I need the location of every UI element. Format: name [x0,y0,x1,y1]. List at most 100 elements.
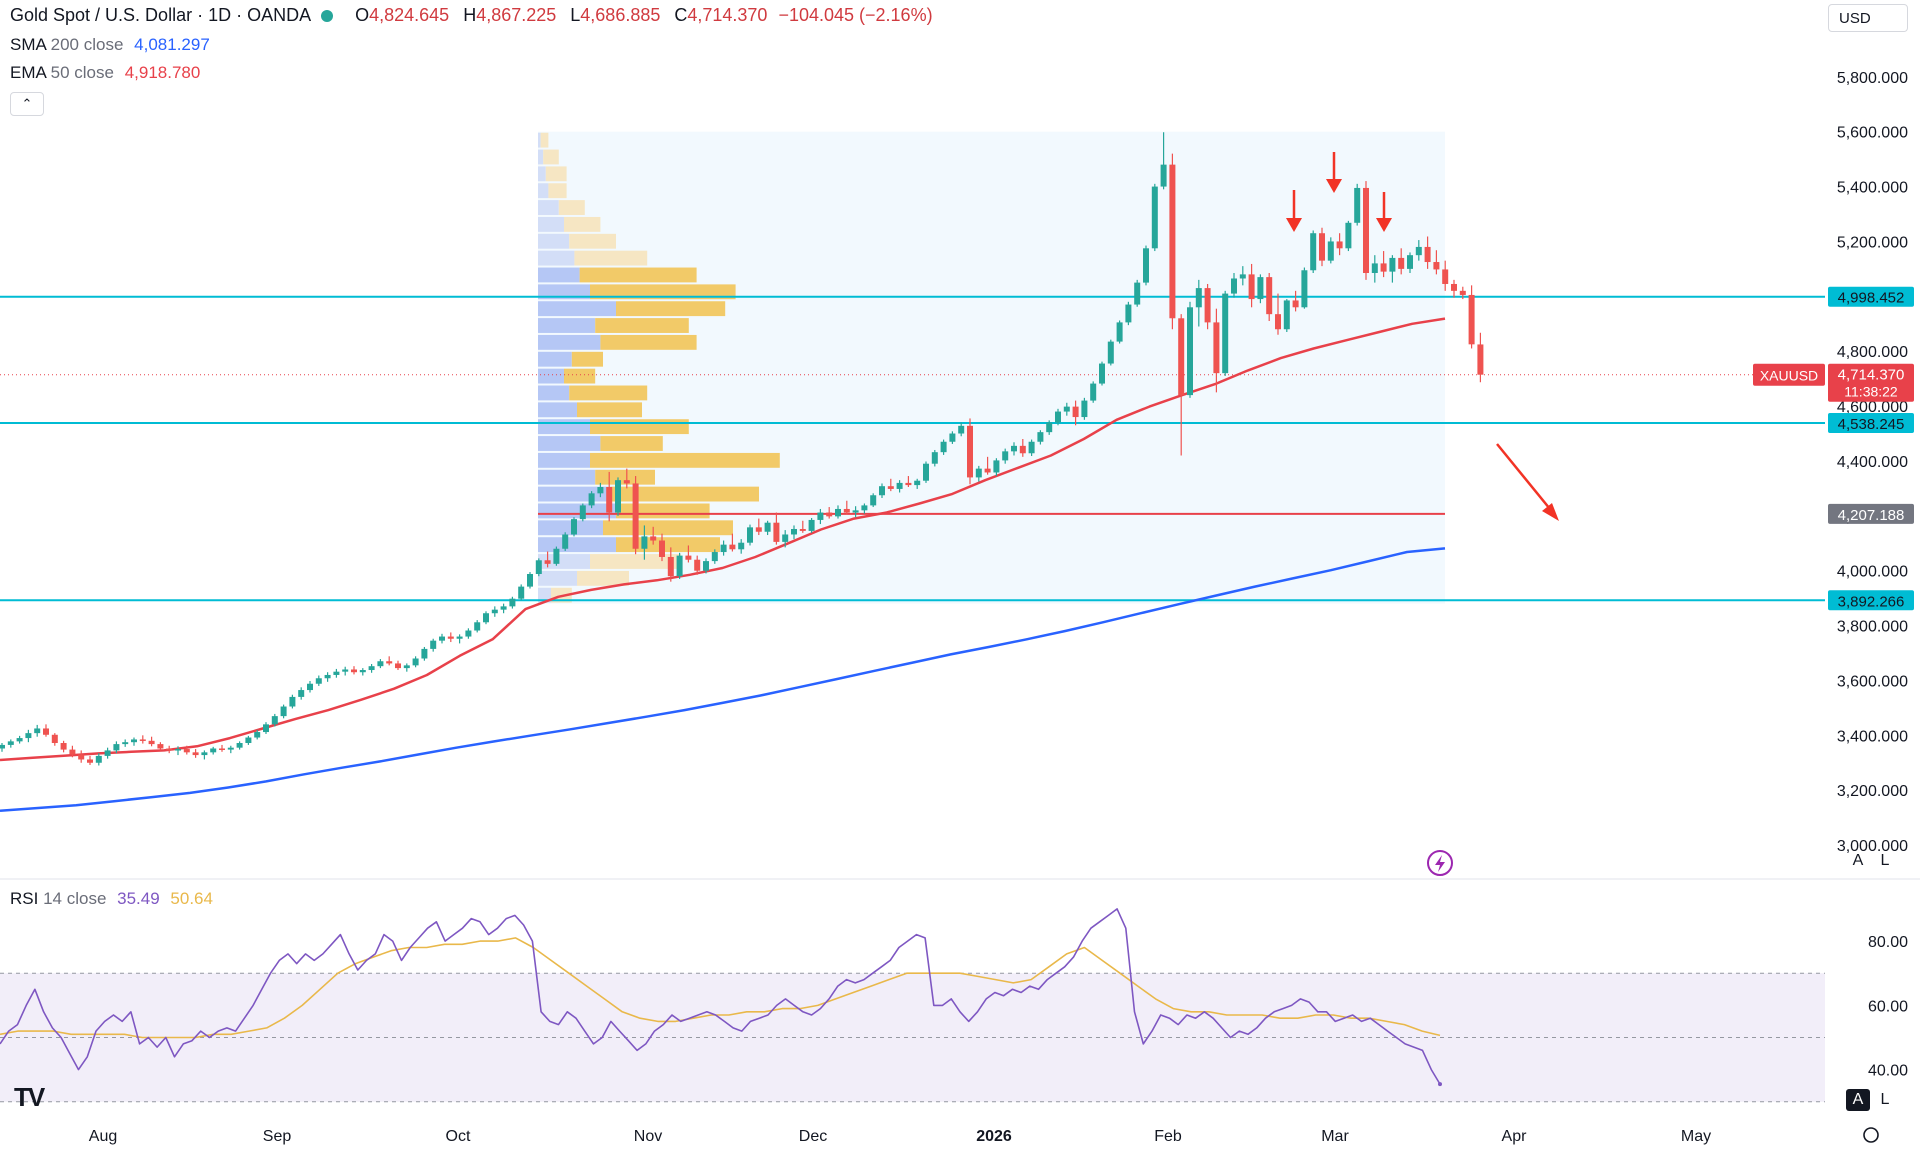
symbol-price-tag-bg [1753,363,1825,386]
candle-body [386,661,393,664]
candle-body [535,560,542,574]
rsi-current-point [1438,1082,1442,1087]
candle [755,518,762,536]
volume-profile-up-bar [538,166,546,182]
candle-body [791,528,797,535]
candle-body [192,752,199,756]
candle-body [1468,294,1475,345]
candle-body [958,425,965,434]
volume-profile-down-bar [595,469,655,485]
candle-body [474,622,481,631]
candle [720,540,727,556]
candle-body [333,671,340,675]
candle [1125,301,1132,326]
candle-body [659,540,665,557]
candle [7,739,14,748]
volume-profile-down-bar [540,132,549,148]
price-tick-label: 3,200.000 [1837,783,1908,800]
candle-body [289,696,296,707]
candle-body [227,747,234,750]
ema-value: 4,918.780 [124,63,201,82]
auto-scale-button[interactable]: A [1852,852,1864,869]
candle [289,694,296,709]
candle [1301,267,1308,309]
candle [359,668,366,676]
volume-profile-down-bar [577,402,642,418]
candle [500,603,507,614]
ema-legend[interactable]: EMA 50 close 4,918.780 [10,63,200,83]
candle-body [711,552,718,562]
candle [183,745,190,755]
currency-selector[interactable]: USD [1828,4,1908,32]
candle-body [439,636,445,641]
candle-body [1398,257,1405,269]
price-tick-label: 4,800.000 [1837,344,1908,361]
volume-profile-down-bar [616,537,720,553]
sma-legend[interactable]: SMA 200 close 4,081.297 [10,35,210,55]
candle [597,482,604,498]
price-tick-label: 3,800.000 [1837,619,1908,636]
level-price-tag: 4,207.188 [1838,507,1905,524]
candle-body [1380,263,1387,272]
candle-body [465,630,472,637]
log-scale-button[interactable]: L [1880,852,1890,869]
candle-body [95,755,102,763]
volume-profile-up-bar [538,587,551,603]
market-status-dot-icon [321,10,334,22]
candle [1371,255,1378,283]
candle [667,547,674,582]
candle [509,596,516,609]
rsi-legend[interactable]: RSI 14 close 35.49 50.64 [10,889,213,909]
volume-profile-up-bar [538,267,580,283]
candle-body [456,636,463,639]
tradingview-logo[interactable]: TV [14,1082,45,1112]
candle-body [7,741,14,745]
volume-profile-down-bar [564,368,596,384]
candle [949,431,956,444]
volume-profile-down-bar [564,216,601,232]
volume-profile-up-bar [538,554,590,569]
candle-body [571,519,577,535]
time-tick-label: Nov [634,1128,662,1145]
candle-body [597,487,604,494]
candle [1231,273,1237,298]
candle-body [51,734,58,744]
volume-profile-down-bar [579,267,697,283]
candle-body [896,482,903,489]
candle-body [984,468,991,473]
candle-body [1275,314,1281,330]
price-tick-label: 5,600.000 [1837,125,1908,142]
candle-body [315,678,322,684]
collapse-legend-button[interactable]: ⌃ [10,92,44,116]
candle-body [1301,270,1308,308]
candle-body [1371,263,1378,274]
candle [1099,361,1105,386]
candle [1380,251,1387,278]
candle-body [447,636,454,639]
candle [1055,408,1061,426]
candle [491,606,498,617]
candle [1407,252,1413,274]
candle [641,525,648,560]
volume-profile-up-bar [538,351,572,367]
candle-body [324,674,331,679]
candle [1204,283,1211,330]
candle-body [623,480,630,484]
candle [87,755,93,765]
candle-body [1231,278,1237,294]
rsi-log-scale-button[interactable]: L [1880,1091,1890,1108]
candle [923,461,929,483]
price-tick-label: 5,400.000 [1837,180,1908,197]
symbol-title[interactable]: Gold Spot / U.S. Dollar · 1D · OANDA [10,5,312,25]
candle-body [351,669,357,673]
volume-profile-up-bar [538,318,596,333]
candle-body [166,748,173,751]
rsi-auto-scale-button[interactable]: A [1846,1089,1870,1111]
level-price-tag-bg [1828,590,1914,611]
candle-body [1002,451,1009,461]
candle [1151,183,1158,252]
candle-body [122,742,129,745]
candle [650,526,657,545]
rsi-tick-label: 80.00 [1868,934,1908,951]
